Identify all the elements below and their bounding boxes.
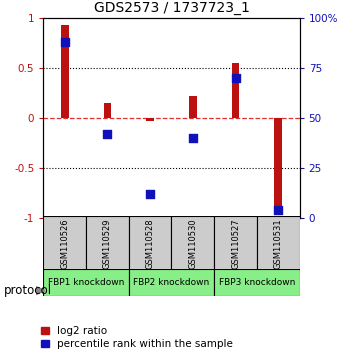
Text: FBP1 knockdown: FBP1 knockdown bbox=[48, 278, 124, 287]
Point bbox=[190, 135, 196, 141]
Point bbox=[105, 131, 110, 137]
Bar bbox=[104, 103, 111, 118]
Bar bbox=[146, 118, 154, 121]
Legend: log2 ratio, percentile rank within the sample: log2 ratio, percentile rank within the s… bbox=[41, 326, 233, 349]
Polygon shape bbox=[36, 287, 45, 295]
Point bbox=[62, 39, 68, 45]
Point bbox=[147, 191, 153, 196]
Text: GSM110528: GSM110528 bbox=[145, 218, 155, 269]
Bar bbox=[274, 118, 282, 206]
Point bbox=[275, 207, 281, 212]
Text: GSM110531: GSM110531 bbox=[274, 218, 283, 269]
FancyBboxPatch shape bbox=[43, 216, 86, 271]
FancyBboxPatch shape bbox=[214, 269, 300, 296]
Title: GDS2573 / 1737723_1: GDS2573 / 1737723_1 bbox=[93, 1, 249, 15]
FancyBboxPatch shape bbox=[129, 216, 171, 271]
Bar bbox=[61, 25, 69, 118]
Text: GSM110529: GSM110529 bbox=[103, 218, 112, 269]
FancyBboxPatch shape bbox=[257, 216, 300, 271]
FancyBboxPatch shape bbox=[43, 269, 129, 296]
Point bbox=[233, 75, 239, 80]
FancyBboxPatch shape bbox=[214, 216, 257, 271]
Text: protocol: protocol bbox=[4, 285, 52, 297]
Text: FBP3 knockdown: FBP3 knockdown bbox=[219, 278, 295, 287]
FancyBboxPatch shape bbox=[171, 216, 214, 271]
Text: GSM110530: GSM110530 bbox=[188, 218, 197, 269]
Bar bbox=[189, 96, 197, 118]
Text: FBP2 knockdown: FBP2 knockdown bbox=[133, 278, 210, 287]
Bar bbox=[232, 63, 239, 118]
Text: GSM110526: GSM110526 bbox=[60, 218, 69, 269]
Text: GSM110527: GSM110527 bbox=[231, 218, 240, 269]
FancyBboxPatch shape bbox=[86, 216, 129, 271]
FancyBboxPatch shape bbox=[129, 269, 214, 296]
